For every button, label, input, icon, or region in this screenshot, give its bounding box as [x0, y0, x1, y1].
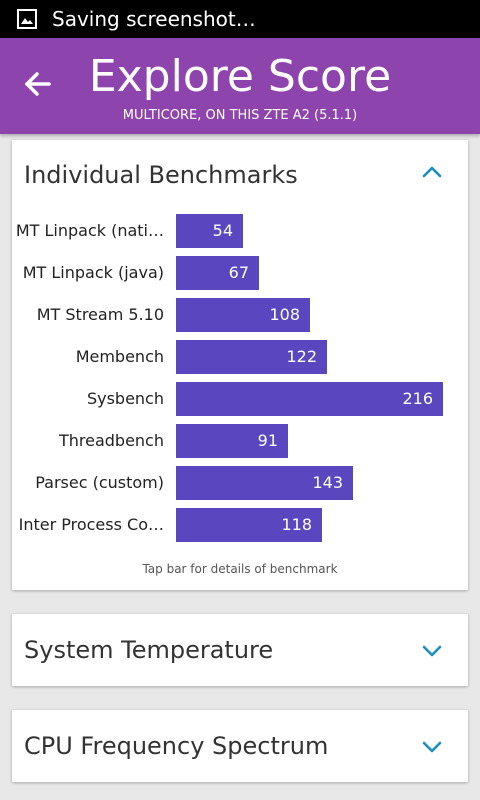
benchmark-label: Parsec (custom)	[35, 473, 164, 492]
individual-benchmarks-card: Individual Benchmarks MT Linpack (nati… 5…	[12, 140, 468, 590]
page-subtitle: MULTICORE, ON THIS ZTE A2 (5.1.1)	[122, 108, 358, 123]
benchmark-label: Threadbench	[58, 431, 164, 450]
back-arrow-icon[interactable]	[18, 64, 58, 104]
benchmark-row[interactable]: Inter Process Co… 118	[12, 508, 468, 542]
benchmark-value: 91	[257, 431, 278, 450]
cpu-frequency-spectrum-card[interactable]: CPU Frequency Spectrum	[12, 710, 468, 782]
card-title-individual-benchmarks: Individual Benchmarks	[24, 161, 298, 189]
benchmark-label: Membench	[75, 347, 164, 366]
benchmark-bar[interactable]: 91	[176, 424, 288, 458]
benchmark-bar[interactable]: 67	[176, 256, 259, 290]
benchmark-row[interactable]: Membench 122	[12, 340, 468, 374]
status-text: Saving screenshot…	[52, 7, 256, 31]
benchmark-row[interactable]: MT Linpack (java) 67	[12, 256, 468, 290]
card-title-cpu-frequency-spectrum: CPU Frequency Spectrum	[24, 732, 329, 760]
benchmark-label: Sysbench	[86, 389, 164, 408]
benchmark-bar[interactable]: 143	[176, 466, 353, 500]
card-title-system-temperature: System Temperature	[24, 636, 274, 664]
benchmark-bar[interactable]: 118	[176, 508, 322, 542]
benchmark-label: MT Linpack (java)	[22, 263, 164, 282]
benchmark-value: 67	[228, 263, 249, 282]
system-temperature-card[interactable]: System Temperature	[12, 614, 468, 686]
benchmark-row[interactable]: Parsec (custom) 143	[12, 466, 468, 500]
benchmark-value: 54	[212, 221, 233, 240]
benchmark-bar[interactable]: 122	[176, 340, 327, 374]
benchmark-value: 122	[286, 347, 317, 366]
status-bar: Saving screenshot…	[0, 0, 480, 38]
chevron-up-icon[interactable]	[420, 160, 444, 184]
benchmark-row[interactable]: Threadbench 91	[12, 424, 468, 458]
benchmark-row[interactable]: MT Stream 5.10 108	[12, 298, 468, 332]
benchmark-value: 108	[269, 305, 300, 324]
benchmark-bar[interactable]: 54	[176, 214, 243, 248]
benchmark-label: MT Linpack (nati…	[15, 221, 164, 240]
benchmark-row[interactable]: MT Linpack (nati… 54	[12, 214, 468, 248]
benchmark-value: 143	[312, 473, 343, 492]
app-bar: Explore Score MULTICORE, ON THIS ZTE A2 …	[0, 38, 480, 134]
chevron-down-icon[interactable]	[420, 639, 444, 663]
benchmark-value: 216	[402, 389, 433, 408]
chevron-down-icon[interactable]	[420, 735, 444, 759]
benchmark-hint: Tap bar for details of benchmark	[142, 562, 338, 576]
image-icon	[17, 9, 37, 29]
page-title: Explore Score	[88, 51, 392, 102]
benchmark-label: MT Stream 5.10	[36, 305, 164, 324]
benchmark-value: 118	[281, 515, 312, 534]
benchmark-bar[interactable]: 108	[176, 298, 310, 332]
benchmark-bar[interactable]: 216	[176, 382, 443, 416]
benchmark-label: Inter Process Co…	[18, 515, 164, 534]
benchmark-row[interactable]: Sysbench 216	[12, 382, 468, 416]
